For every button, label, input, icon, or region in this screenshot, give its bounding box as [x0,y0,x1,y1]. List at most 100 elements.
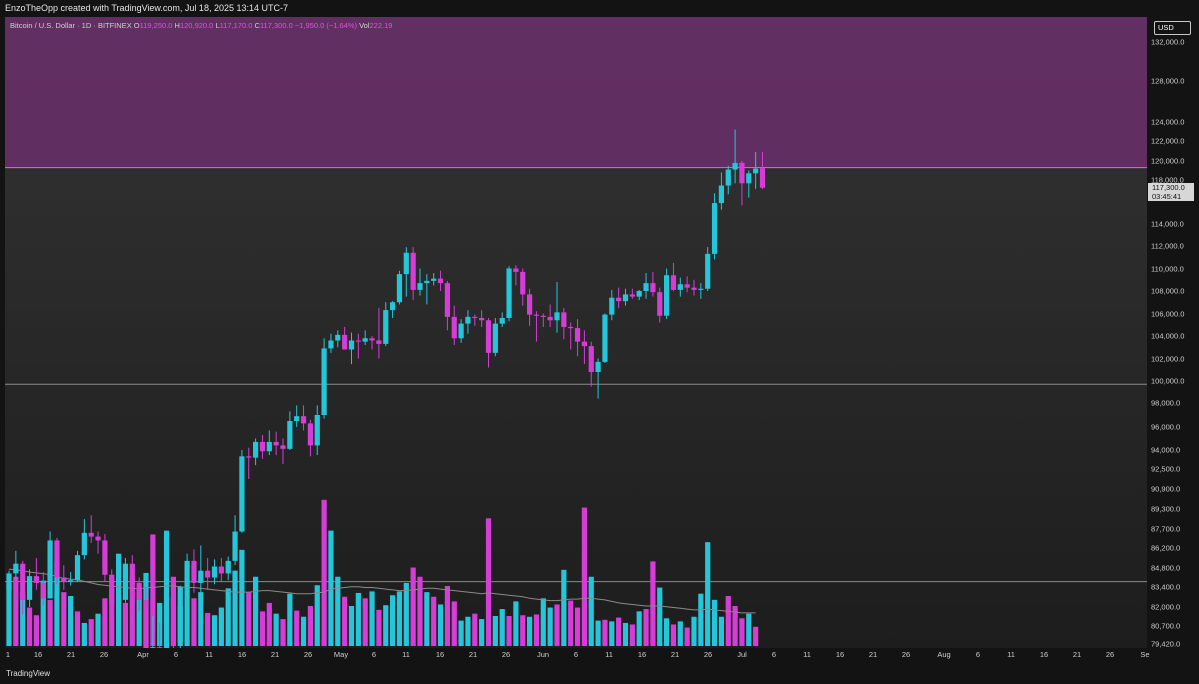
volume-bar [746,613,752,646]
price-axis[interactable]: USD 132,000.0 128,000.0 124,000.0 122,000.0… [1147,17,1199,649]
price-tick-label: 104,000.0 [1151,331,1185,341]
volume-bar [622,622,629,646]
volume-bar [74,611,81,646]
volume-bar [95,613,101,646]
volume-bar [246,592,252,646]
volume-bar [232,570,238,646]
candle-body [684,284,690,288]
candle-body [547,316,553,321]
candle-body [129,563,135,583]
volume-bar [26,607,33,646]
price-tick-label: 108,000.0 [1151,286,1185,296]
time-tick-label: 26 [99,650,109,659]
candle-body [287,421,293,449]
price-tick-label: 92,500.0 [1151,464,1181,474]
volume-bar [280,619,286,646]
candle-body [211,566,218,578]
legend-volume-label: Vol [359,21,370,30]
volume-bar [725,596,731,646]
candle-body [163,597,170,648]
volume-bar [205,612,211,646]
candle-body [61,577,67,582]
legend-high: 120,920.0 [179,21,214,30]
candle-body [581,341,587,347]
candle-body [26,576,33,600]
volume-bar [664,618,670,646]
candle-body [677,284,683,290]
candle-body [342,334,348,350]
footer: TradingView [0,664,1199,684]
price-tick-label: 114,000.0 [1151,219,1184,229]
volume-bar [636,611,642,646]
candle-body [725,169,731,186]
candle-body [485,320,492,353]
volume-bar [239,549,245,646]
volume-bar [732,606,738,646]
legend-low-label: L [215,21,220,30]
candle-body [444,283,450,317]
volume-bar [88,619,94,646]
volume-bar [492,616,498,646]
legend-open: 119,250.0 [139,21,173,30]
volume-bar [657,587,663,646]
candle-body [657,292,663,316]
chart-area[interactable]: Bitcoin / U.S. Dollar · 1D · BITFINEX O1… [5,17,1147,648]
volume-bar [691,616,697,646]
candle-body [150,647,156,648]
candle-body [527,294,533,315]
volume-bar [136,587,142,646]
volume-bar [431,596,437,646]
volume-bar [533,614,540,646]
volume-bar [424,592,430,646]
volume-bar [253,576,259,646]
last-price: 117,300.0 [1152,182,1185,192]
volume-bar [547,607,553,646]
volume-bar [122,602,129,646]
volume-bar [225,588,231,646]
bar-countdown: 03:45:41 [1152,191,1182,201]
time-tick-label: 26 [1105,650,1115,659]
volume-bar [410,567,416,646]
volume-bar [465,616,471,646]
credit-text: EnzoTheOpp created with TradingView.com,… [5,3,288,13]
candle-body [753,168,759,174]
candle-body [698,288,704,290]
legend-open-label: O [133,21,140,30]
time-tick-label: 26 [303,650,313,659]
volume-bar [61,592,67,646]
candle-body [691,287,697,290]
candle-body [664,275,670,316]
time-tick-label: Jun [536,650,550,659]
volume-bar [718,616,724,646]
time-tick-label: 16 [835,650,845,659]
time-tick-label: 11 [605,650,613,659]
legend-low: 117,170.0 [219,21,253,30]
volume-bar [602,619,608,646]
volume-bar [472,613,478,646]
price-tick-label: 122,000.0 [1151,136,1185,146]
candle-body [431,278,437,281]
candle-body [348,340,355,350]
candle-body [300,416,307,424]
volume-bar [129,578,135,646]
time-axis[interactable]: 1 16 21 26 Apr 6 11 16 21 26 May 6 11 16 21 26 Jun 6 11 16 2… [0,648,1199,664]
volume-bar [390,595,396,646]
price-tick-label: 118,000.0 [1151,175,1184,185]
volume-bar [81,622,87,646]
candle-body [561,312,567,327]
volume-bar [355,592,361,646]
candle-body [622,294,629,302]
currency-button[interactable]: USD [1154,21,1191,35]
volume-bar [650,561,656,646]
volume-bar [259,611,266,646]
volume-bar [705,542,711,646]
candle-body [746,173,752,184]
volume-bar [314,585,320,646]
volume-bar [376,609,382,646]
volume-bar [574,607,581,646]
candle-body [718,185,724,204]
price-tick-label: 83,400.0 [1151,582,1181,592]
resistance-zone [5,17,1147,168]
time-tick-label: 26 [901,650,911,659]
time-tick-label: 11 [1007,650,1015,659]
